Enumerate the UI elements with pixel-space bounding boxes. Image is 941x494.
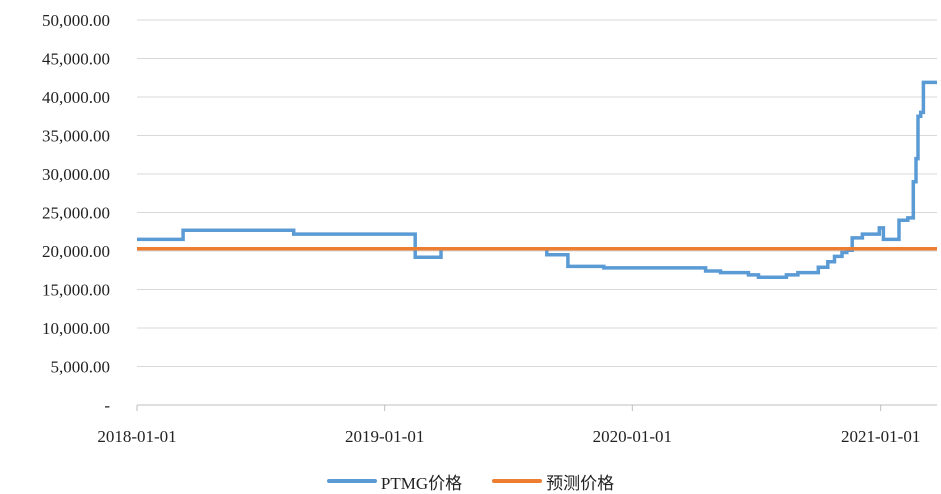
series-lines (137, 80, 937, 279)
x-tick-label: 2021-01-01 (841, 427, 920, 446)
y-tick-label: 10,000.00 (42, 319, 110, 338)
legend: PTMG价格 预测价格 (0, 469, 941, 494)
x-tick-label: 2019-01-01 (345, 427, 424, 446)
line-chart: - 5,000.00 10,000.00 15,000.00 20,000.00 25,0… (42, 11, 937, 446)
legend-item-ptmg: PTMG价格 (326, 469, 463, 494)
legend-item-forecast: 预测价格 (492, 469, 614, 494)
legend-label-forecast: 预测价格 (546, 473, 615, 493)
legend-swatch-forecast (492, 479, 543, 483)
y-tick-label: - (104, 396, 110, 415)
y-tick-label: 5,000.00 (51, 358, 111, 377)
series-line-0 (137, 80, 937, 279)
y-tick-label: 40,000.00 (42, 88, 110, 107)
x-tick-label: 2018-01-01 (97, 427, 176, 446)
x-axis-tick-labels: 2018-01-01 2019-01-01 2020-01-01 2021-01-01 (97, 427, 920, 446)
y-tick-label: 25,000.00 (42, 204, 110, 223)
y-tick-label: 35,000.00 (42, 127, 110, 146)
y-tick-label: 45,000.00 (42, 50, 110, 69)
legend-label-ptmg: PTMG价格 (380, 473, 463, 493)
y-tick-label: 30,000.00 (42, 165, 110, 184)
axes (136, 404, 937, 411)
gridlines (137, 19, 937, 367)
x-tick-label: 2020-01-01 (593, 427, 672, 446)
y-tick-label: 20,000.00 (42, 242, 110, 261)
y-tick-label: 15,000.00 (42, 281, 110, 300)
y-axis-tick-labels: - 5,000.00 10,000.00 15,000.00 20,000.00 25,0… (42, 11, 110, 415)
y-tick-label: 50,000.00 (42, 11, 110, 30)
legend-swatch-ptmg (326, 479, 377, 483)
